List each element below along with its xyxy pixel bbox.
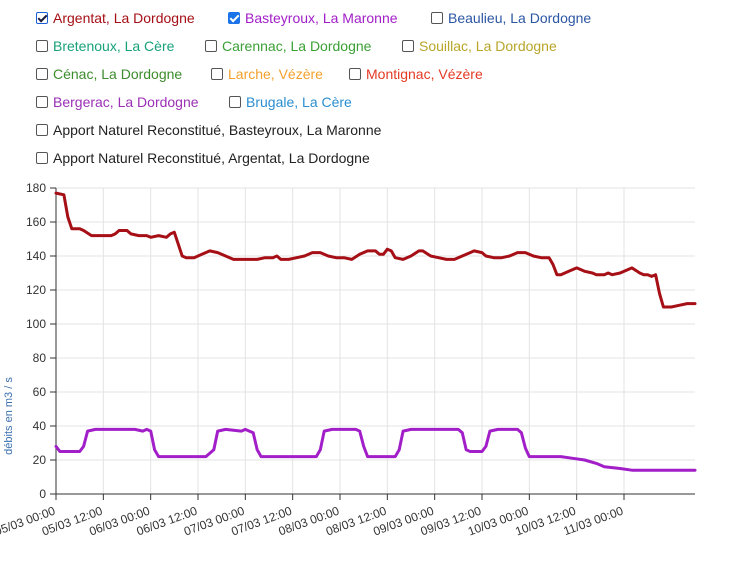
station-label[interactable]: Apport Naturel Reconstitué, Argentat, La… (53, 150, 370, 166)
station-option[interactable]: Beaulieu, La Dordogne (431, 10, 591, 26)
station-checkbox[interactable] (431, 12, 443, 24)
chart-axes (50, 187, 695, 500)
station-label[interactable]: Brugale, La Cère (246, 94, 352, 110)
station-option[interactable]: Bretenoux, La Cère (36, 38, 174, 54)
station-checkbox[interactable] (402, 40, 414, 52)
y-tick-label: 140 (26, 249, 46, 263)
station-option[interactable]: Montignac, Vézère (349, 66, 483, 82)
station-checkbox[interactable] (36, 152, 48, 164)
station-label[interactable]: Montignac, Vézère (366, 66, 483, 82)
station-checkbox[interactable] (211, 68, 223, 80)
discharge-chart: 0 20 40 60 80 100 120 140 160 180 05/03 00:0005/0… (0, 181, 697, 539)
station-label[interactable]: Cénac, La Dordogne (53, 66, 183, 82)
station-label[interactable]: Apport Naturel Reconstitué, Basteyroux, … (53, 122, 382, 138)
y-tick-label: 100 (26, 317, 46, 331)
station-label[interactable]: Basteyroux, La Maronne (245, 10, 398, 26)
series-line-argentat (54, 191, 697, 309)
y-tick-label: 60 (33, 385, 47, 399)
station-label[interactable]: Bergerac, La Dordogne (53, 94, 199, 110)
station-checkbox[interactable] (36, 40, 48, 52)
chart-grid (55, 187, 695, 495)
station-option[interactable]: Argentat, La Dordogne (36, 10, 195, 26)
y-tick-label: 80 (33, 351, 47, 365)
series-line-basteyroux (54, 427, 697, 472)
y-tick-label: 0 (39, 487, 46, 501)
station-label[interactable]: Beaulieu, La Dordogne (448, 10, 592, 26)
station-option[interactable]: Basteyroux, La Maronne (228, 10, 398, 26)
station-option[interactable]: Cénac, La Dordogne (36, 66, 182, 82)
station-checkbox[interactable] (36, 68, 48, 80)
y-tick-label: 160 (26, 215, 46, 229)
station-checkbox[interactable] (36, 96, 48, 108)
station-label[interactable]: Larche, Vézère (228, 66, 323, 82)
station-label[interactable]: Souillac, La Dordogne (419, 38, 557, 54)
station-checkbox[interactable] (228, 12, 240, 24)
y-tick-label: 180 (26, 181, 46, 195)
y-axis-label: débits en m3 / s (3, 377, 15, 455)
station-option[interactable]: Apport Naturel Reconstitué, Basteyroux, … (36, 122, 381, 138)
station-option[interactable]: Brugale, La Cère (229, 94, 352, 110)
station-option[interactable]: Larche, Vézère (211, 66, 323, 82)
chart-series (54, 191, 697, 472)
station-checkbox[interactable] (349, 68, 361, 80)
station-checkbox[interactable] (36, 124, 48, 136)
station-option[interactable]: Bergerac, La Dordogne (36, 94, 199, 110)
y-tick-label: 40 (33, 419, 47, 433)
station-label[interactable]: Argentat, La Dordogne (53, 10, 195, 26)
station-option[interactable]: Apport Naturel Reconstitué, Argentat, La… (36, 150, 370, 166)
station-checkbox[interactable] (36, 12, 48, 24)
y-tick-label: 120 (26, 283, 46, 297)
station-checkbox[interactable] (205, 40, 217, 52)
station-checkbox[interactable] (229, 96, 241, 108)
y-axis-ticks: 0 20 40 60 80 100 120 140 160 180 (26, 181, 46, 501)
station-label[interactable]: Carennac, La Dordogne (222, 38, 372, 54)
station-option[interactable]: Souillac, La Dordogne (402, 38, 557, 54)
station-option[interactable]: Carennac, La Dordogne (205, 38, 371, 54)
station-label[interactable]: Bretenoux, La Cère (53, 38, 175, 54)
y-tick-label: 20 (33, 453, 47, 467)
